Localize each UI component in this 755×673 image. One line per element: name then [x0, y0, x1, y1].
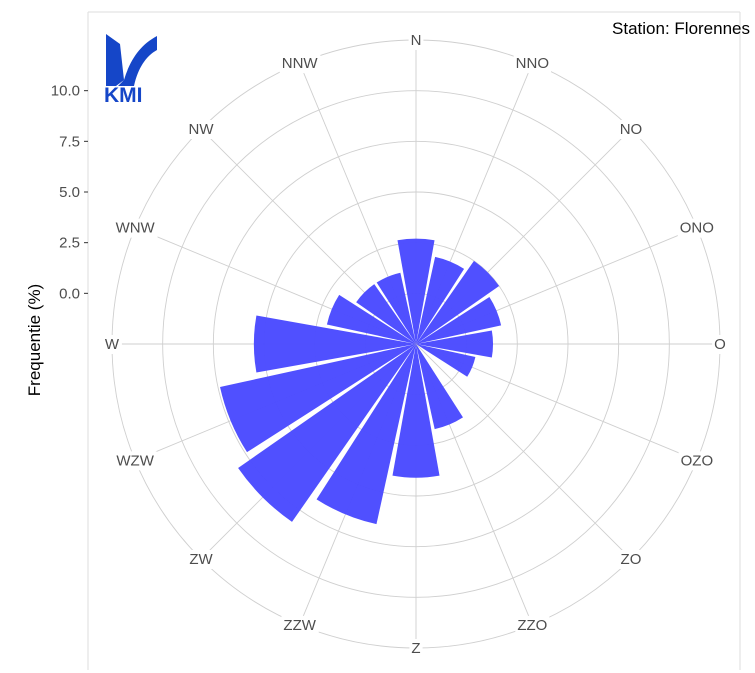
direction-label-bg	[712, 335, 728, 354]
direction-label-bg	[408, 31, 424, 50]
rose-bar-zw	[238, 344, 416, 522]
direction-label-bg	[186, 120, 217, 140]
station-label: Station: Florennes	[612, 19, 750, 38]
y-tick-label: 2.5	[59, 235, 80, 252]
rose-bar-ono	[416, 297, 502, 344]
rose-bar-n	[397, 238, 435, 344]
direction-label-no: NO	[620, 121, 643, 138]
rose-bar-ozo	[416, 344, 476, 377]
direction-label-bg	[617, 120, 645, 140]
rose-bar-wzw	[220, 344, 416, 453]
direction-label-z: Z	[411, 640, 420, 657]
direction-label-bg	[677, 218, 716, 238]
direction-label-zw: ZW	[189, 551, 213, 568]
y-axis: 0.0 2.5 5.0 7.5 10.0	[51, 83, 88, 302]
direction-label-o: O	[714, 336, 726, 353]
rose-bar-zzw	[316, 344, 416, 525]
direction-label-bg	[187, 549, 216, 569]
rose-bar-o	[416, 330, 494, 358]
y-tick-label: 10.0	[51, 83, 80, 100]
rose-bar-nw	[356, 284, 416, 344]
logo-mark	[106, 34, 157, 86]
direction-label-nw: NW	[189, 121, 215, 138]
y-tick-label: 5.0	[59, 184, 80, 201]
direction-label-ono: ONO	[680, 220, 714, 237]
direction-label-nnw: NNW	[282, 55, 319, 72]
direction-label-bg	[618, 549, 644, 569]
direction-label-bg	[281, 615, 319, 635]
y-tick-label: 0.0	[59, 285, 80, 302]
direction-label-zo: ZO	[621, 551, 642, 568]
direction-label-bg	[114, 451, 157, 471]
direction-label-n: N	[411, 32, 422, 49]
direction-label-bg	[515, 615, 550, 635]
direction-label-bg	[279, 54, 321, 74]
y-axis-title: Frequentie (%)	[25, 284, 44, 396]
rose-bar-z	[392, 344, 440, 478]
direction-label-nno: NNO	[516, 55, 549, 72]
direction-label-bg	[113, 218, 158, 238]
kmi-logo: KMI	[104, 34, 157, 107]
direction-label-bg	[678, 451, 716, 471]
rose-bar-no	[416, 260, 500, 344]
rose-bar-nno	[416, 256, 465, 344]
rose-bar-wnw	[326, 294, 416, 344]
direction-label-bg	[409, 639, 423, 658]
rose-bar-nnw	[376, 272, 416, 344]
y-tick-label: 7.5	[59, 133, 80, 150]
direction-label-wzw: WZW	[116, 452, 154, 469]
rose-bars	[220, 238, 502, 525]
direction-label-ozo: OZO	[681, 452, 714, 469]
logo-text: KMI	[104, 84, 143, 107]
direction-label-wnw: WNW	[116, 220, 156, 237]
direction-labels: N NNO NO ONO O OZO ZO ZZO Z ZZW ZW WZW W WNW NW NNW	[102, 31, 728, 658]
direction-label-bg	[513, 54, 552, 74]
direction-label-zzw: ZZW	[283, 617, 316, 634]
direction-label-zzo: ZZO	[517, 617, 547, 634]
direction-label-w: W	[105, 336, 120, 353]
rose-bar-zzo	[416, 344, 463, 430]
rose-bar-w	[253, 315, 416, 373]
grid-spoke	[415, 343, 632, 560]
direction-label-bg	[102, 335, 122, 354]
